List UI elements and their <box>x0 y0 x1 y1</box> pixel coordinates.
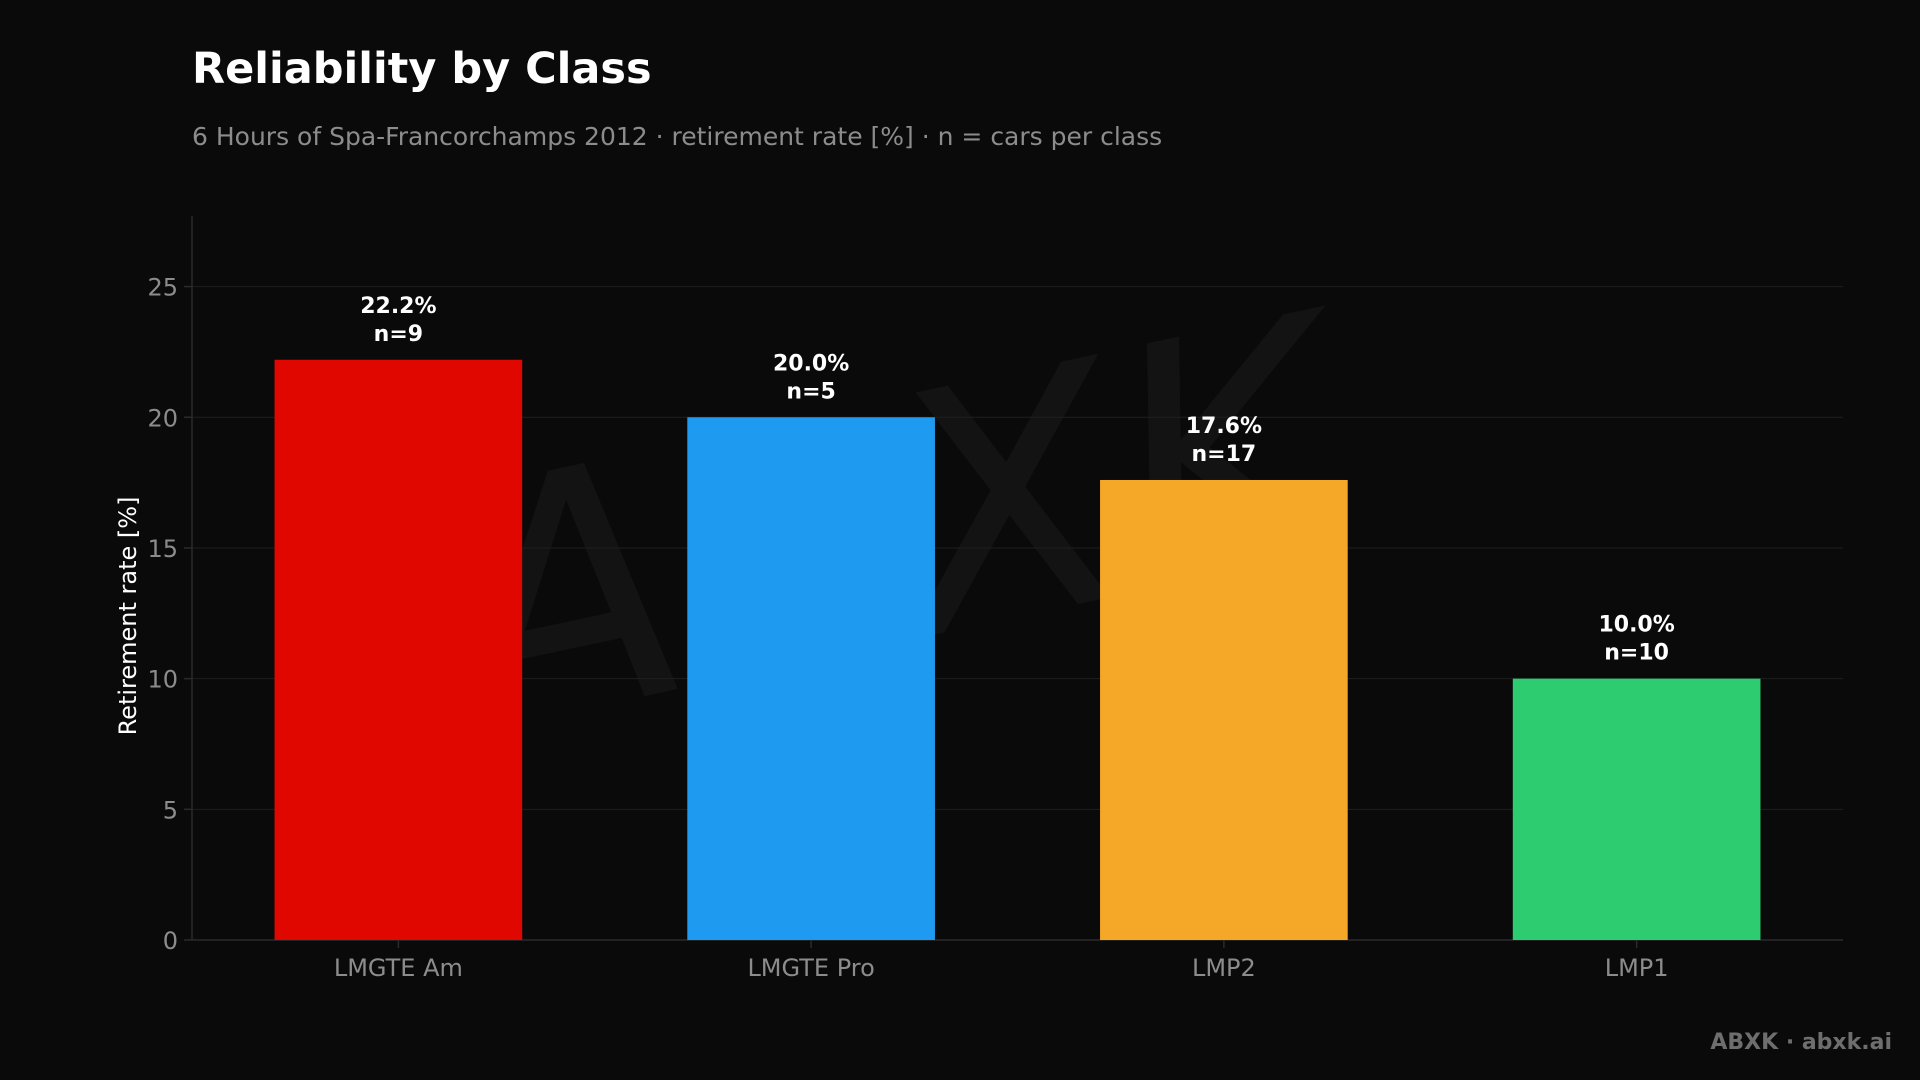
y-tick-label: 5 <box>163 796 178 824</box>
bar-n-label: n=9 <box>374 322 423 347</box>
bar-value-label: 22.2% <box>360 294 436 319</box>
y-tick-label: 15 <box>147 535 178 563</box>
x-tick-label: LMGTE Am <box>334 954 463 982</box>
data-labels: 22.2% n=9 20.0% n=5 17.6% n=17 10.0% n=10 <box>360 294 1675 666</box>
x-tick-label: LMP1 <box>1605 954 1669 982</box>
y-axis-label: Retirement rate [%] <box>114 497 142 736</box>
bar-n-label: n=5 <box>786 379 835 404</box>
chart-subtitle: 6 Hours of Spa-Francorchamps 2012 · reti… <box>192 122 1163 151</box>
bar-value-label: 17.6% <box>1186 414 1262 439</box>
bar-lmgte-am <box>274 359 523 940</box>
credit-text: ABXK · abxk.ai <box>1710 1030 1892 1055</box>
x-tick-label: LMGTE Pro <box>747 954 874 982</box>
bar-n-label: n=10 <box>1604 641 1669 666</box>
y-tick-label: 20 <box>147 404 178 432</box>
bar-value-label: 10.0% <box>1598 613 1674 638</box>
bar-lmgte-pro <box>687 417 935 940</box>
bar-value-label: 20.0% <box>773 351 849 376</box>
bars <box>274 359 1761 940</box>
bar-lmp1 <box>1512 678 1761 940</box>
bar-n-label: n=17 <box>1192 442 1257 467</box>
y-tick-label: 0 <box>163 927 178 955</box>
chart-title: Reliability by Class <box>192 44 652 94</box>
y-tick-label: 25 <box>147 274 178 302</box>
bar-lmp2 <box>1100 479 1348 940</box>
y-tick-label: 10 <box>147 666 178 694</box>
x-tick-label: LMP2 <box>1192 954 1256 982</box>
